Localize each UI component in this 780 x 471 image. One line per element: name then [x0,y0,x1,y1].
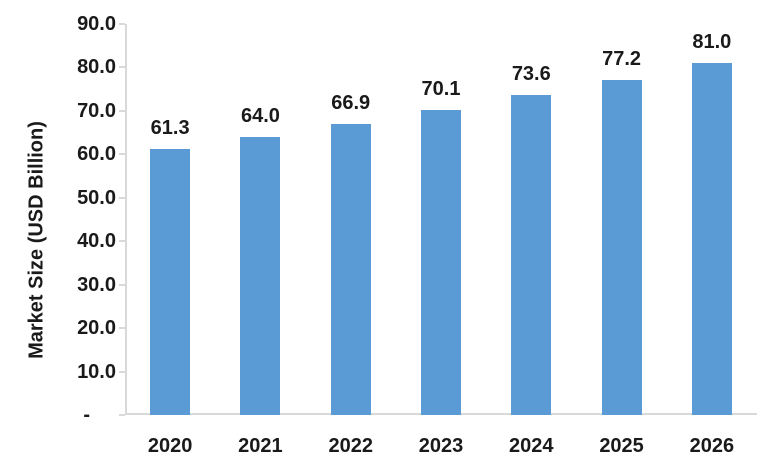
y-tick-label: 30.0 [77,273,116,296]
y-tick-label: 10.0 [77,360,116,383]
bar [330,124,371,415]
x-tick-label: 2020 [147,435,193,457]
y-tick-label: 20.0 [77,317,116,340]
y-tick-mark [119,109,125,112]
bar-value-label: 61.3 [150,116,190,139]
y-tick-mark [119,414,125,416]
y-tick-mark [119,153,125,156]
y-tick-mark [119,327,125,330]
bar-value-label: 66.9 [331,92,371,115]
bar-value-label: 70.1 [421,78,461,101]
y-tick-label: - [83,404,90,426]
bar-value-label: 64.0 [240,104,280,127]
y-tick-mark [119,66,125,69]
x-tick-label: 2022 [328,435,373,457]
y-tick-mark [119,196,125,199]
x-tick-label: 2024 [509,435,554,457]
bar-value-label: 73.6 [511,63,551,86]
y-tick-label: 60.0 [77,143,116,166]
bar [511,95,552,415]
bar [691,63,732,415]
x-tick-label: 2025 [599,435,644,457]
y-tick-mark [119,370,125,373]
bar-value-label: 81.0 [692,31,732,54]
x-tick-label: 2021 [238,435,283,457]
bar-value-label: 77.2 [602,47,642,70]
x-tick-label: 2023 [418,435,464,457]
bar [421,110,461,415]
y-axis-line [125,24,127,415]
bar [601,79,642,415]
y-tick-label: 90.0 [77,13,116,35]
bar [240,136,281,415]
x-tick-label: 2026 [689,435,735,457]
y-tick-label: 70.0 [77,99,116,122]
y-tick-label: 50.0 [77,186,116,209]
y-tick-label: 80.0 [77,56,116,79]
y-tick-label: 40.0 [77,230,116,253]
y-tick-mark [119,240,125,243]
bar [150,148,191,415]
y-tick-mark [119,283,125,286]
y-tick-mark [119,23,125,25]
